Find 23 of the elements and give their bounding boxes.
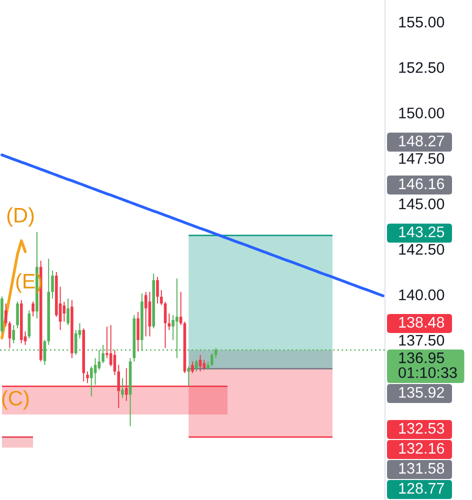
y-tick-label: 137.50 xyxy=(399,334,444,346)
text: 135.92 xyxy=(399,386,444,398)
text: 132.53 xyxy=(399,422,444,434)
text: 148.27 xyxy=(399,136,444,146)
text: 132.16 xyxy=(399,442,444,454)
annotation: (C) xyxy=(2,390,29,410)
y-tick-label: 155.00 xyxy=(399,16,444,28)
y-tick-label: 140.00 xyxy=(399,289,444,300)
y-tick-label: 152.50 xyxy=(399,62,444,73)
y-tick-label: 147.50 xyxy=(399,153,444,164)
text: 138.48 xyxy=(399,316,444,328)
line-series xyxy=(0,154,384,298)
text: 143.25 xyxy=(399,226,444,238)
text: 131.58 xyxy=(399,462,444,474)
candlestick xyxy=(176,278,178,358)
text: 128.77 xyxy=(399,482,444,494)
y-tick-label: 145.00 xyxy=(399,198,444,210)
text: 146.16 xyxy=(399,178,444,190)
y-tick-label: 142.50 xyxy=(399,244,444,255)
y-tick-label: 150.00 xyxy=(399,108,444,118)
ref-line-label: 136.95 01:10:33 xyxy=(398,352,457,378)
annotation: (D) xyxy=(7,207,34,227)
candlestick xyxy=(187,366,190,386)
